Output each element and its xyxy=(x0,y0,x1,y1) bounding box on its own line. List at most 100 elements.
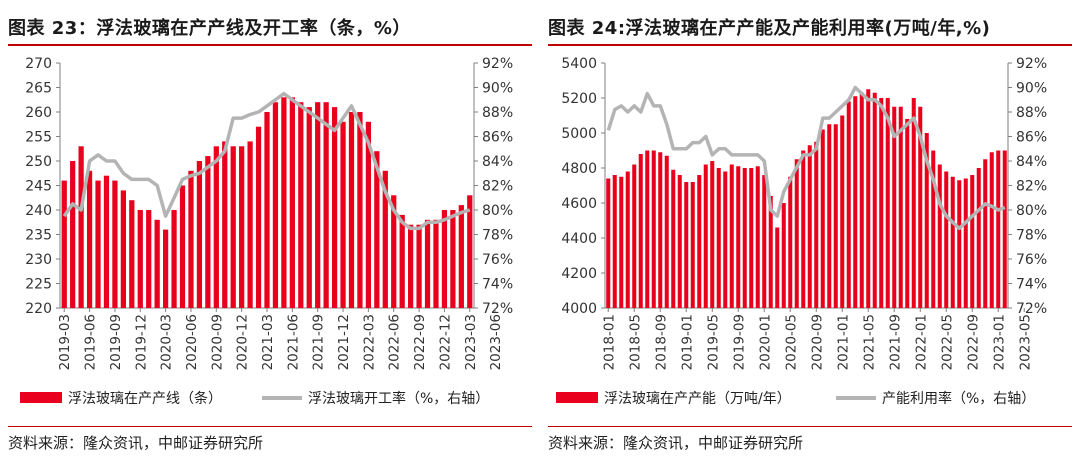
bar xyxy=(61,180,67,308)
y-left-tick-label: 5000 xyxy=(561,126,597,142)
y-right-tick-label: 76% xyxy=(482,252,513,268)
bar xyxy=(944,171,949,308)
bar xyxy=(671,169,676,308)
bar xyxy=(710,161,715,308)
x-tick-label: 2020-12 xyxy=(235,314,251,370)
x-tick-label: 2021-06 xyxy=(285,314,301,370)
x-tick-label: 2019-01 xyxy=(679,314,695,370)
x-tick-label: 2019-06 xyxy=(83,314,99,370)
bar xyxy=(95,180,101,308)
y-left-tick-label: 235 xyxy=(25,228,52,244)
bar xyxy=(323,102,329,308)
bar xyxy=(976,168,981,308)
bar xyxy=(171,210,177,308)
x-tick-label: 2021-12 xyxy=(336,314,352,370)
bar xyxy=(467,195,473,308)
bar xyxy=(931,150,936,308)
bar xyxy=(918,106,923,308)
x-tick-label: 2020-06 xyxy=(184,314,200,370)
bar xyxy=(983,159,988,308)
y-left-tick-label: 250 xyxy=(25,154,52,170)
series-line xyxy=(606,85,1006,231)
x-tick-label: 2022-05 xyxy=(939,314,955,370)
y-left-tick-label: 230 xyxy=(25,252,52,268)
bar xyxy=(723,171,728,308)
y-right-tick-label: 90% xyxy=(482,81,513,97)
x-tick-label: 2020-09 xyxy=(809,314,825,370)
bar xyxy=(196,161,203,308)
bar xyxy=(794,159,799,308)
bar xyxy=(129,200,135,308)
legend-line-label: 浮法玻璃开工率（%，右轴） xyxy=(308,390,489,407)
y-right-tick-label: 84% xyxy=(1016,154,1047,170)
bar xyxy=(807,145,812,308)
bar xyxy=(255,126,262,308)
bar xyxy=(697,175,702,308)
bar xyxy=(247,141,253,308)
bar xyxy=(827,124,832,308)
bar xyxy=(684,182,689,308)
source-note: 资料来源：隆众资讯，中邮证券研究所 xyxy=(8,434,264,452)
x-tick-label: 2022-09 xyxy=(412,314,428,370)
y-right-tick-label: 74% xyxy=(1016,277,1047,293)
y-left-tick-label: 4800 xyxy=(561,161,597,177)
y-left-tick-label: 265 xyxy=(25,81,52,97)
bar xyxy=(736,166,741,308)
source-rule xyxy=(548,426,1072,427)
bar xyxy=(866,89,871,308)
bar xyxy=(885,98,890,308)
bar xyxy=(677,175,682,308)
y-right-tick-label: 92% xyxy=(482,56,513,72)
bar xyxy=(281,97,287,308)
bar xyxy=(905,119,910,308)
bar xyxy=(374,151,380,308)
bar xyxy=(264,112,270,308)
y-left-tick-label: 5400 xyxy=(561,56,597,72)
bar xyxy=(755,166,760,308)
bar xyxy=(872,92,877,308)
y-right-tick-label: 84% xyxy=(482,154,513,170)
chart-panel-23: 图表 23：浮法玻璃在产产线及开工率（条，%） 220 225 230 235 240 2… xyxy=(8,18,532,452)
bar xyxy=(70,161,76,308)
x-tick-label: 2021-09 xyxy=(887,314,903,370)
bar xyxy=(120,190,126,308)
x-tick-label: 2020-03 xyxy=(159,314,175,370)
bar xyxy=(154,219,160,308)
bar xyxy=(716,168,721,308)
bar xyxy=(331,107,338,308)
bar xyxy=(963,178,968,308)
bar xyxy=(272,102,279,308)
bar xyxy=(239,146,245,308)
x-tick-label: 2022-09 xyxy=(965,314,981,370)
bar xyxy=(833,124,838,308)
y-left-tick-label: 245 xyxy=(25,179,52,195)
bar xyxy=(911,98,916,308)
bar xyxy=(357,112,363,308)
y-left-tick-label: 4000 xyxy=(561,301,597,317)
x-tick-label: 2020-09 xyxy=(209,314,225,370)
bar xyxy=(664,155,669,308)
bar xyxy=(658,152,663,308)
legend-bar-swatch xyxy=(556,392,598,403)
y-right-tick-label: 74% xyxy=(482,277,513,293)
bar xyxy=(606,178,611,308)
bar xyxy=(645,150,650,308)
bar xyxy=(222,141,228,308)
bar xyxy=(651,150,656,308)
legend-bar-swatch xyxy=(20,392,62,403)
y-left-tick-label: 270 xyxy=(25,56,52,72)
bar xyxy=(188,170,194,308)
bar xyxy=(619,176,624,308)
bar xyxy=(230,146,236,308)
chart-title: 图表 23：浮法玻璃在产产线及开工率（条，%） xyxy=(8,18,411,39)
bar xyxy=(365,121,372,308)
y-right-tick-label: 78% xyxy=(482,228,513,244)
bar xyxy=(137,210,143,308)
bar xyxy=(879,98,884,308)
y-right-tick-label: 82% xyxy=(482,179,513,195)
x-tick-label: 2023-03 xyxy=(463,314,479,370)
x-tick-label: 2019-05 xyxy=(705,314,721,370)
bar xyxy=(416,224,422,308)
y-left-tick-label: 5200 xyxy=(561,91,597,107)
series-line xyxy=(62,91,471,231)
